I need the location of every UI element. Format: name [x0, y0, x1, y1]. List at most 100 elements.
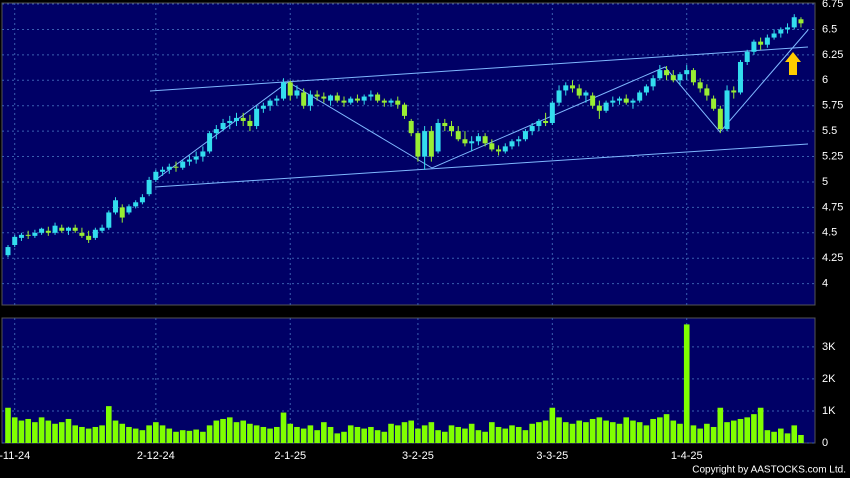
candle-body — [496, 149, 502, 152]
candle-body — [737, 61, 743, 93]
candle-body — [449, 126, 455, 132]
volume-bar — [334, 433, 341, 443]
volume-bar — [475, 430, 482, 443]
candle-body — [395, 100, 401, 105]
candle-body — [281, 82, 287, 99]
volume-bar — [253, 425, 260, 443]
candle-body — [617, 98, 623, 101]
candle-body — [39, 228, 45, 233]
candle-body — [482, 136, 488, 144]
zigzag — [157, 29, 809, 179]
candle-body — [475, 136, 481, 142]
candle-body — [92, 229, 98, 238]
volume-bar — [603, 420, 609, 443]
volume-bar — [307, 425, 314, 443]
volume-bar — [267, 428, 273, 443]
volume-bar — [730, 420, 737, 443]
volume-bar — [213, 420, 220, 443]
volume-bar — [697, 428, 703, 443]
volume-bar — [643, 425, 650, 443]
candle-body — [213, 129, 219, 134]
candle-body — [435, 122, 441, 152]
volume-bar — [583, 422, 589, 443]
volume-bar — [751, 414, 757, 443]
volume-bar — [542, 420, 549, 443]
volume-bar — [126, 426, 132, 443]
trend-lines — [149, 29, 809, 188]
volume-bar — [79, 426, 85, 443]
candle-body — [126, 206, 132, 213]
volume-bar — [549, 407, 556, 443]
candle-body — [25, 234, 31, 236]
copyright: Copyright by AASTOCKS.com Ltd. — [692, 465, 846, 476]
volume-bar — [502, 428, 509, 443]
candle-body — [354, 98, 360, 101]
candle-body — [200, 151, 206, 157]
candle-body — [744, 51, 750, 62]
volume-bar — [771, 431, 777, 443]
candle-body — [516, 139, 522, 142]
volume-bar — [724, 422, 730, 443]
y-tick-label: 1K — [822, 405, 836, 417]
candle-body — [86, 235, 92, 240]
volume-bar — [247, 423, 253, 443]
volume-bar — [139, 430, 146, 443]
volume-bar — [381, 431, 388, 443]
volume-bar — [374, 430, 381, 443]
volume-bar — [657, 417, 663, 443]
volume-bar — [226, 417, 233, 443]
candle-body — [328, 95, 334, 101]
candle-body — [240, 117, 246, 121]
volume-bar — [193, 429, 199, 443]
volume-bar — [589, 418, 596, 443]
candle-body — [32, 232, 38, 236]
candle-body — [12, 236, 18, 246]
candle-body — [193, 156, 199, 160]
candle-body — [724, 90, 730, 130]
volume-bar — [388, 423, 394, 443]
candle-body — [207, 133, 213, 152]
candle-body — [160, 169, 166, 172]
candle-body — [758, 41, 764, 45]
candle-body — [489, 143, 495, 150]
candle-body — [133, 202, 139, 207]
candle-body — [664, 70, 670, 76]
volume-bar — [616, 423, 623, 443]
candle-body — [254, 108, 260, 127]
candle-body — [220, 122, 226, 130]
volume-bar — [401, 422, 408, 443]
volume-bar — [179, 430, 186, 443]
candle-body — [697, 82, 703, 89]
volume-bar — [421, 425, 428, 443]
candle-body — [529, 126, 535, 132]
x-tick-label: 1-4-25 — [671, 450, 703, 462]
x-tick-label: -11-24 — [0, 450, 30, 462]
volume-bar — [153, 422, 159, 443]
volume-bar — [435, 430, 441, 443]
candle-body — [569, 85, 575, 89]
candle-body — [5, 247, 11, 256]
candle-body — [428, 131, 434, 157]
volume-bar — [670, 420, 677, 443]
candle-body — [294, 90, 300, 96]
candle-body — [576, 88, 582, 96]
candle-body — [690, 70, 696, 83]
volume-bar — [65, 418, 72, 443]
y-tick-label: 4 — [822, 278, 828, 290]
candle-body — [462, 139, 468, 144]
y-tick-label: 4.25 — [822, 252, 843, 264]
volume-bar — [610, 422, 616, 443]
volume-bar — [85, 428, 92, 443]
x-tick-label: 3-2-25 — [402, 450, 434, 462]
candle-body — [455, 131, 461, 140]
volume-bar — [562, 422, 569, 443]
volume-bar — [106, 406, 112, 443]
volume-bar — [515, 426, 522, 443]
volume-bar — [200, 431, 206, 443]
candle-body — [442, 122, 448, 127]
y-tick-label: 3K — [822, 341, 836, 353]
volume-bar — [650, 418, 656, 443]
candle-body — [186, 159, 192, 162]
volume-bar — [757, 407, 764, 443]
candle-body — [751, 41, 757, 52]
